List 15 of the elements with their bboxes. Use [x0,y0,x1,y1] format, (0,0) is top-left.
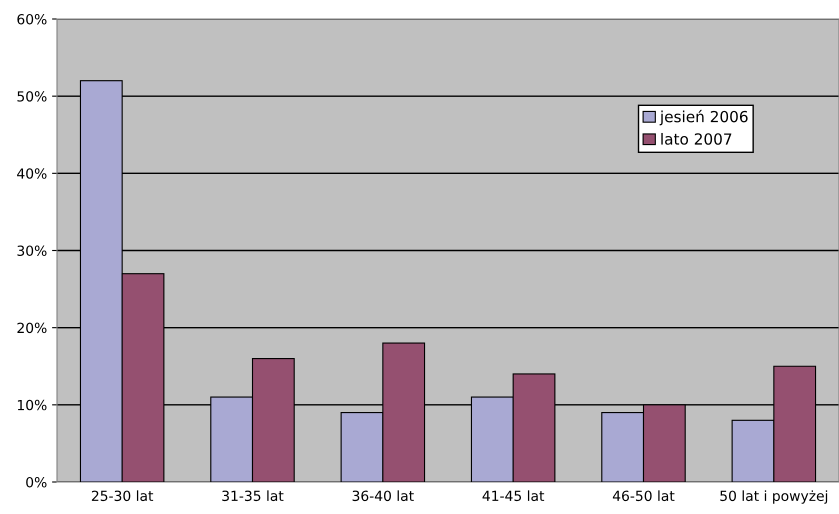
y-tick-label: 30% [17,245,47,256]
y-tick-label: 60% [17,14,47,24]
y-tick-label: 0% [26,476,47,488]
x-tick-label: 50 lat i powyżej [720,490,828,504]
x-tick-label: 31-35 lat [222,490,284,502]
y-tick-label: 10% [18,400,47,410]
x-tick-label: 36-40 lat [352,490,414,502]
x-tick-label: 25-30 lat [92,490,154,502]
legend-label: jesień 2006 [660,110,748,126]
y-tick-label: 20% [17,322,47,334]
y-tick-label: 40% [17,168,47,179]
x-tick-label: 41-45 lat [482,490,544,502]
y-tick-label: 50% [17,91,47,102]
legend-label: lato 2007 [661,132,732,145]
x-tick-label: 46-50 lat [612,490,674,502]
